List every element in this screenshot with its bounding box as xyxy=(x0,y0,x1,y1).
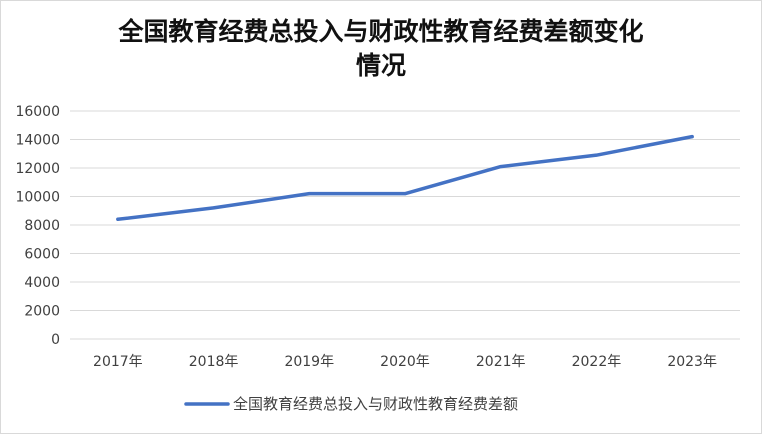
y-tick-label-3: 6000 xyxy=(24,247,60,263)
chart-title-line-2: 情况 xyxy=(355,51,406,80)
data-point-0-5 xyxy=(594,153,598,157)
series-line-0 xyxy=(116,134,694,222)
y-tick-label-5: 10000 xyxy=(15,190,60,206)
data-point-0-2 xyxy=(307,192,311,196)
data-point-0-6 xyxy=(690,135,694,139)
x-tick-label-2: 2019年 xyxy=(284,354,334,370)
data-point-0-3 xyxy=(403,192,407,196)
x-tick-label-5: 2022年 xyxy=(572,354,622,370)
x-tick-label-1: 2018年 xyxy=(189,354,239,370)
y-tick-label-7: 14000 xyxy=(15,133,60,149)
y-tick-label-1: 2000 xyxy=(24,304,60,320)
legend-label: 全国教育经费总投入与财政性教育经费差额 xyxy=(233,395,518,413)
y-tick-label-8: 16000 xyxy=(15,104,60,120)
y-tick-label-2: 4000 xyxy=(24,275,60,291)
x-tick-label-3: 2020年 xyxy=(380,354,430,370)
data-point-0-0 xyxy=(116,217,120,221)
y-tick-label-4: 8000 xyxy=(24,218,60,234)
x-tick-label-6: 2023年 xyxy=(667,354,717,370)
x-tick-label-4: 2021年 xyxy=(476,354,526,370)
chart-title: 全国教育经费总投入与财政性教育经费差额变化 情况 xyxy=(41,15,721,83)
y-tick-label-0: 0 xyxy=(51,332,60,348)
y-tick-label-6: 12000 xyxy=(15,161,60,177)
data-point-0-4 xyxy=(499,165,503,169)
x-tick-label-0: 2017年 xyxy=(93,354,143,370)
data-point-0-1 xyxy=(212,206,216,210)
chart-title-line-1: 全国教育经费总投入与财政性教育经费差额变化 xyxy=(118,17,644,46)
